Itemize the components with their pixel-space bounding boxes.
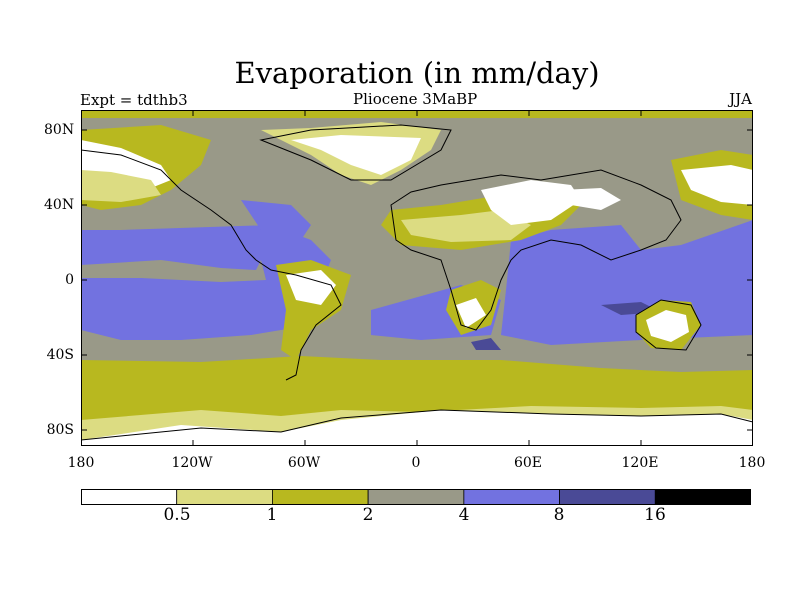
- contour-band-05-1: [401, 210, 531, 242]
- lon-tick-label: 120E: [621, 455, 659, 471]
- colorbar-swatch: [81, 489, 178, 505]
- lat-tick-label: 80N: [44, 122, 75, 138]
- colorbar-swatch: [559, 489, 656, 505]
- experiment-label: Expt = tdthb3: [80, 91, 188, 109]
- lat-tick-label: 80S: [46, 422, 74, 438]
- colorbar-label: 1: [266, 505, 278, 525]
- low-evap-region: [681, 165, 753, 205]
- period-label: Pliocene 3MaBP: [353, 90, 478, 108]
- coastlines: [81, 124, 753, 441]
- lon-tick-label: 60E: [513, 455, 543, 471]
- antarctica-coastline: [81, 409, 753, 441]
- colorbar-label: 8: [553, 505, 565, 525]
- contour-band-8-16: [471, 338, 501, 350]
- axis-ticks: [81, 110, 753, 446]
- desert-low-evap: [561, 188, 621, 210]
- americas-coastline: [81, 149, 342, 381]
- lon-tick-label: 180: [738, 455, 766, 471]
- colorbar-swatch: [654, 489, 751, 505]
- lon-tick-label: 0: [411, 455, 421, 471]
- season-label: JJA: [729, 90, 752, 108]
- lat-tick-label: 0: [65, 272, 74, 288]
- low-evap-region: [286, 270, 336, 305]
- itcz-band: [81, 260, 266, 282]
- colorbar-label: 2: [362, 505, 374, 525]
- colorbar-swatch: [463, 489, 560, 505]
- colorbar-label: 0.5: [163, 505, 191, 525]
- colorbar-frame: [81, 489, 751, 505]
- lon-tick-label: 180: [67, 455, 95, 471]
- low-evap-region: [646, 310, 689, 342]
- contour-band-05-1: [81, 170, 161, 202]
- contour-band-4-8: [81, 225, 341, 340]
- contour-band-4-8: [501, 220, 753, 345]
- colorbar-swatch: [176, 489, 273, 505]
- lon-tick-label: 60W: [287, 455, 321, 471]
- evaporation-map: [81, 110, 753, 446]
- desert-low-evap: [481, 180, 581, 225]
- lat-tick-label: 40N: [44, 197, 75, 213]
- lat-tick-label: 40S: [46, 347, 74, 363]
- colorbar-label: 4: [458, 505, 470, 525]
- lon-tick-label: 120W: [171, 455, 213, 471]
- antarctica-low-evap: [81, 410, 753, 446]
- low-evap-region: [456, 298, 486, 328]
- colorbar: [81, 489, 751, 505]
- contour-band-4-8: [241, 200, 311, 240]
- afro-eurasia-coastline: [390, 169, 682, 331]
- australia-coastline: [635, 299, 702, 351]
- greenland-coastline: [259, 124, 452, 181]
- greenland-low-evap: [291, 135, 421, 175]
- map-title: Evaporation (in mm/day): [234, 56, 600, 90]
- colorbar-swatch: [272, 489, 369, 505]
- colorbar-swatch: [367, 489, 465, 505]
- colorbar-label: 16: [644, 505, 666, 525]
